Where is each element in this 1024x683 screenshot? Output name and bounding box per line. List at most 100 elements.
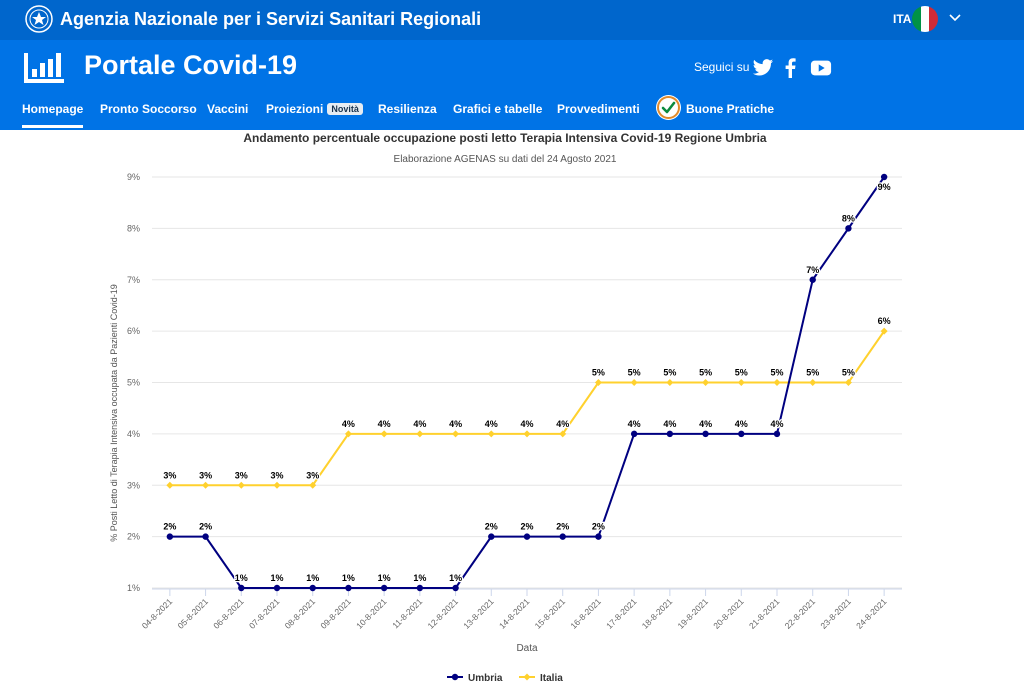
data-label-italia: 6% xyxy=(878,316,891,326)
language-selector[interactable]: ITA xyxy=(893,12,912,26)
nav-vaccini[interactable]: Vaccini xyxy=(207,102,249,116)
italian-flag-icon[interactable] xyxy=(912,6,938,32)
x-tick-label: 19-8-2021 xyxy=(676,596,711,631)
nav-proiezioni-label: Proiezioni xyxy=(266,102,324,116)
legend-marker-italia xyxy=(523,673,531,681)
nav-homepage[interactable]: Homepage xyxy=(22,102,84,128)
data-point-umbria xyxy=(559,533,566,540)
data-label-umbria: 4% xyxy=(699,419,712,429)
data-label-umbria: 2% xyxy=(485,522,498,532)
x-tick-label: 17-8-2021 xyxy=(604,596,639,631)
data-label-italia: 3% xyxy=(163,470,176,480)
data-label-italia: 4% xyxy=(520,419,533,429)
novita-badge: Novità xyxy=(327,103,363,115)
data-point-italia xyxy=(309,481,317,489)
data-point-umbria xyxy=(809,276,816,283)
data-label-italia: 4% xyxy=(413,419,426,429)
social-label: Seguici su xyxy=(694,60,750,74)
nav-provvedimenti[interactable]: Provvedimenti xyxy=(557,102,640,116)
data-label-umbria: 1% xyxy=(413,573,426,583)
nav-resilienza[interactable]: Resilienza xyxy=(378,102,437,116)
data-label-italia: 5% xyxy=(663,368,676,378)
x-tick-label: 09-8-2021 xyxy=(318,596,353,631)
x-tick-label: 12-8-2021 xyxy=(426,596,461,631)
legend-label-umbria[interactable]: Umbria xyxy=(468,673,503,683)
data-label-umbria: 2% xyxy=(520,522,533,532)
x-tick-label: 14-8-2021 xyxy=(497,596,532,631)
data-point-italia xyxy=(559,430,567,438)
data-label-italia: 4% xyxy=(342,419,355,429)
x-tick-label: 10-8-2021 xyxy=(354,596,389,631)
x-tick-label: 23-8-2021 xyxy=(818,596,853,631)
buone-pratiche-icon[interactable] xyxy=(655,94,682,121)
chevron-down-icon[interactable] xyxy=(947,10,963,26)
data-point-italia xyxy=(844,379,852,386)
data-label-italia: 5% xyxy=(628,368,641,378)
x-tick-label: 11-8-2021 xyxy=(390,596,424,630)
data-label-italia: 5% xyxy=(592,368,605,378)
x-axis-title: Data xyxy=(516,643,538,654)
nav-buone-pratiche[interactable]: Buone Pratiche xyxy=(686,102,775,116)
data-label-umbria: 9% xyxy=(878,182,891,192)
portal-header: Portale Covid-19 Seguici su xyxy=(0,40,1024,130)
data-point-umbria xyxy=(202,533,209,540)
nav-grafici-tabelle[interactable]: Grafici e tabelle xyxy=(453,102,543,116)
top-bar: Agenzia Nazionale per i Servizi Sanitari… xyxy=(0,0,1024,40)
data-point-italia xyxy=(809,379,817,386)
data-label-umbria: 2% xyxy=(592,522,605,532)
legend-label-italia[interactable]: Italia xyxy=(540,673,563,683)
republic-emblem-icon xyxy=(25,5,53,33)
data-point-italia xyxy=(452,430,460,438)
y-tick-label: 2% xyxy=(127,532,140,542)
youtube-icon[interactable] xyxy=(810,58,832,78)
data-label-umbria: 4% xyxy=(663,419,676,429)
x-tick-label: 08-8-2021 xyxy=(283,596,318,631)
twitter-icon[interactable] xyxy=(752,58,774,78)
agency-name[interactable]: Agenzia Nazionale per i Servizi Sanitari… xyxy=(60,9,482,29)
data-point-umbria xyxy=(166,533,174,540)
chart-subtitle: Elaborazione AGENAS su dati del 24 Agost… xyxy=(394,154,617,165)
x-tick-label: 07-8-2021 xyxy=(247,596,282,631)
data-label-umbria: 1% xyxy=(235,573,248,583)
data-label-italia: 5% xyxy=(770,368,783,378)
nav-pronto-soccorso[interactable]: Pronto Soccorso xyxy=(100,102,197,116)
data-label-italia: 4% xyxy=(485,419,498,429)
y-tick-label: 9% xyxy=(127,172,140,182)
data-label-umbria: 7% xyxy=(806,265,819,275)
data-point-umbria xyxy=(738,430,745,438)
nav-proiezioni[interactable]: Proiezioni Novità xyxy=(266,102,363,116)
data-point-italia xyxy=(416,430,424,438)
data-point-umbria xyxy=(880,173,888,181)
bar-chart-logo-icon[interactable] xyxy=(22,51,66,85)
data-point-umbria xyxy=(845,225,852,232)
y-tick-label: 3% xyxy=(127,480,140,490)
data-point-umbria xyxy=(273,584,281,592)
data-point-umbria xyxy=(452,584,459,592)
data-point-umbria xyxy=(309,584,316,592)
data-point-italia xyxy=(380,430,388,438)
y-tick-label: 6% xyxy=(127,326,140,336)
data-label-umbria: 8% xyxy=(842,213,855,223)
data-point-umbria xyxy=(380,584,388,592)
data-point-italia xyxy=(487,430,495,438)
x-tick-label: 18-8-2021 xyxy=(640,596,675,631)
facebook-icon[interactable] xyxy=(783,58,797,78)
y-tick-label: 1% xyxy=(127,583,140,593)
data-point-italia xyxy=(666,379,674,386)
y-tick-label: 8% xyxy=(127,223,140,233)
data-point-italia xyxy=(166,481,174,489)
x-tick-label: 21-8-2021 xyxy=(747,596,782,631)
data-label-umbria: 2% xyxy=(163,522,176,532)
data-label-italia: 5% xyxy=(842,368,855,378)
x-tick-label: 24-8-2021 xyxy=(854,596,889,631)
data-label-italia: 5% xyxy=(735,368,748,378)
data-point-umbria xyxy=(773,430,781,438)
chart-title: Andamento percentuale occupazione posti … xyxy=(243,131,767,145)
data-label-italia: 4% xyxy=(556,419,569,429)
data-point-italia xyxy=(773,379,781,386)
portal-title[interactable]: Portale Covid-19 xyxy=(84,50,298,80)
x-tick-label: 22-8-2021 xyxy=(783,596,818,631)
data-label-italia: 3% xyxy=(199,470,212,480)
data-point-umbria xyxy=(523,533,531,540)
y-tick-label: 4% xyxy=(127,429,140,439)
